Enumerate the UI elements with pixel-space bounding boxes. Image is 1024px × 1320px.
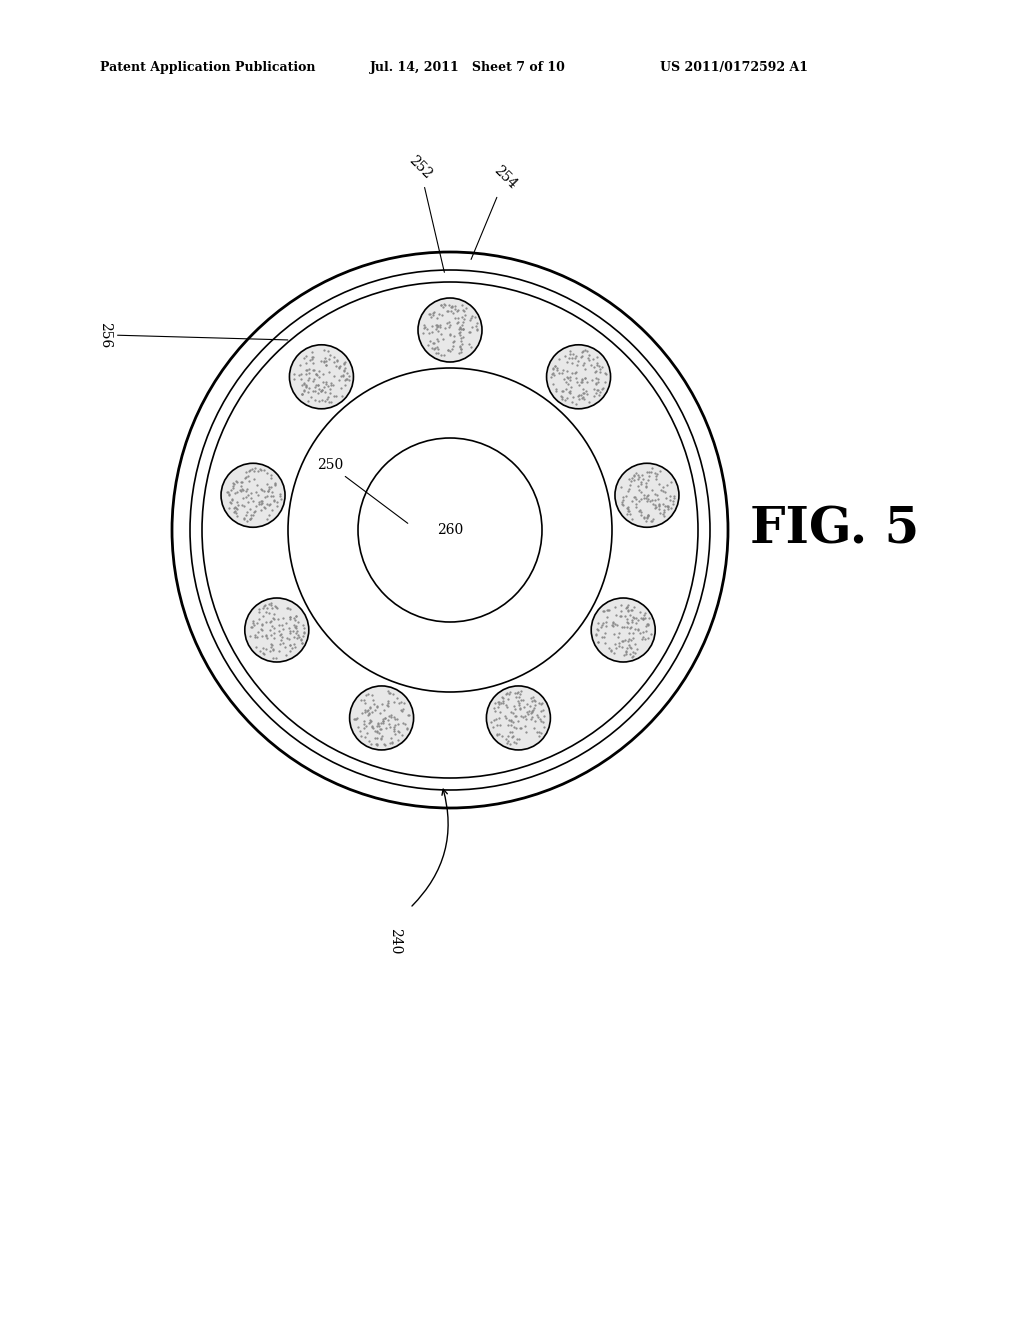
Circle shape [591, 598, 655, 663]
Text: 250: 250 [316, 458, 408, 523]
Circle shape [245, 598, 309, 663]
Circle shape [290, 345, 353, 409]
Circle shape [615, 463, 679, 527]
Text: US 2011/0172592 A1: US 2011/0172592 A1 [660, 62, 808, 74]
Text: 260: 260 [437, 523, 463, 537]
Text: 254: 254 [471, 164, 519, 260]
Text: 256: 256 [98, 322, 288, 348]
Circle shape [486, 686, 551, 750]
Text: FIG. 5: FIG. 5 [750, 506, 920, 554]
Text: 252: 252 [406, 153, 444, 272]
Circle shape [418, 298, 482, 362]
Circle shape [547, 345, 610, 409]
Text: Jul. 14, 2011   Sheet 7 of 10: Jul. 14, 2011 Sheet 7 of 10 [370, 62, 566, 74]
Text: Patent Application Publication: Patent Application Publication [100, 62, 315, 74]
Circle shape [349, 686, 414, 750]
Text: 240: 240 [388, 928, 402, 954]
Circle shape [221, 463, 285, 527]
